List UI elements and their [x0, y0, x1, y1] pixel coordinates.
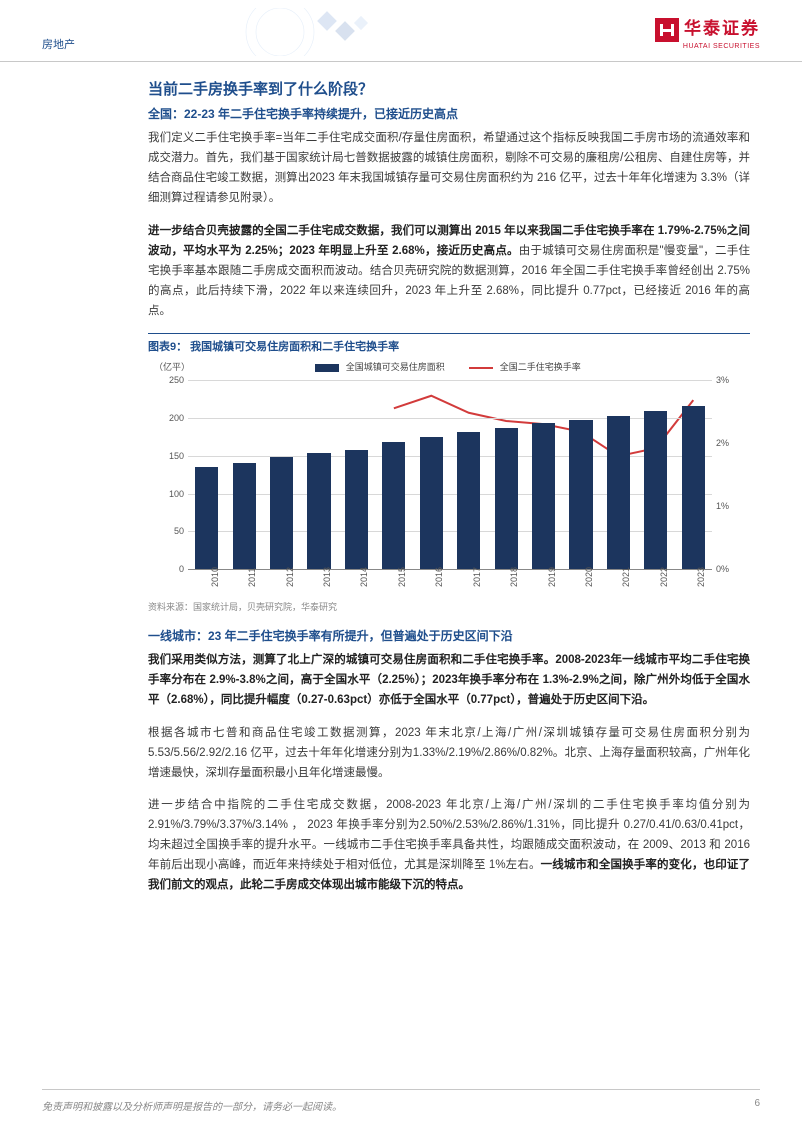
y-tick-left: 200: [160, 413, 184, 423]
x-tick: 2022: [659, 557, 669, 587]
gridline: [188, 380, 712, 381]
logo-text-cn: 华泰证券: [684, 19, 760, 38]
heading-sub-national: 全国：22-23 年二手住宅换手率持续提升，已接近历史高点: [148, 105, 750, 122]
bar: [270, 457, 293, 569]
x-tick: 2023: [696, 557, 706, 587]
bar: [195, 467, 218, 569]
x-tick: 2017: [472, 557, 482, 587]
bar: [682, 406, 705, 569]
heading-sub-tier1: 一线城市：23 年二手住宅换手率有所提升，但普遍处于历史区间下沿: [148, 627, 750, 644]
paragraph: 进一步结合贝壳披露的全国二手住宅成交数据，我们可以测算出 2015 年以来我国二…: [148, 221, 750, 322]
x-tick: 2012: [285, 557, 295, 587]
bar: [495, 428, 518, 569]
x-tick: 2016: [434, 557, 444, 587]
x-tick: 2018: [509, 557, 519, 587]
bar: [233, 463, 256, 569]
y-tick-right: 1%: [716, 501, 740, 511]
brand-logo: 华泰证券 HUATAI SECURITIES: [654, 14, 760, 50]
plot-area: 0501001502002500%1%2%3%20102011201220132…: [188, 380, 712, 570]
legend-swatch-line: [469, 367, 493, 369]
paragraph: 进一步结合中指院的二手住宅成交数据，2008-2023 年北京/上海/广州/深圳…: [148, 795, 750, 896]
x-tick: 2019: [547, 557, 557, 587]
paragraph: 我们定义二手住宅换手率=当年二手住宅成交面积/存量住房面积，希望通过这个指标反映…: [148, 128, 750, 209]
heading-main: 当前二手房换手率到了什么阶段？: [148, 78, 750, 99]
paragraph: 根据各城市七普和商品住宅竣工数据测算，2023 年末北京/上海/广州/深圳城镇存…: [148, 723, 750, 783]
y-tick-left: 50: [160, 526, 184, 536]
x-tick: 2013: [322, 557, 332, 587]
logo-text-en: HUATAI SECURITIES: [654, 43, 760, 50]
header-decor: [200, 8, 400, 56]
legend-label-bar: 全国城镇可交易住房面积: [346, 362, 445, 372]
y-tick-right: 3%: [716, 375, 740, 385]
main-content: 当前二手房换手率到了什么阶段？ 全国：22-23 年二手住宅换手率持续提升，已接…: [0, 62, 802, 896]
y-tick-left: 100: [160, 489, 184, 499]
x-tick: 2010: [210, 557, 220, 587]
x-tick: 2020: [584, 557, 594, 587]
logo-icon: [654, 17, 680, 43]
chart-title: 图表9： 我国城镇可交易住房面积和二手住宅换手率: [148, 333, 750, 354]
y-tick-left: 250: [160, 375, 184, 385]
page-number: 6: [754, 1098, 760, 1109]
y-tick-right: 2%: [716, 438, 740, 448]
chart-legend: 全国城镇可交易住房面积 全国二手住宅换手率: [148, 360, 748, 373]
gridline: [188, 418, 712, 419]
chart-area-turnover: （亿平） 全国城镇可交易住房面积 全国二手住宅换手率 0501001502002…: [148, 358, 748, 598]
bar: [569, 420, 592, 569]
line-series: [188, 380, 712, 569]
chart-source: 资料来源：国家统计局，贝壳研究院，华泰研究: [148, 600, 750, 613]
sector-label: 房地产: [42, 36, 75, 52]
paragraph: 我们采用类似方法，测算了北上广深的城镇可交易住房面积和二手住宅换手率。2008-…: [148, 650, 750, 710]
page-header: 房地产 华泰证券 HUATAI SECURITIES: [0, 0, 802, 62]
bar: [457, 432, 480, 569]
y-tick-left: 0: [160, 564, 184, 574]
bar: [532, 423, 555, 569]
x-tick: 2015: [397, 557, 407, 587]
gridline: [188, 531, 712, 532]
gridline: [188, 494, 712, 495]
x-tick: 2011: [247, 557, 257, 587]
legend-swatch-bar: [315, 364, 339, 372]
bar: [382, 442, 405, 569]
bold-text: 我们采用类似方法，测算了北上广深的城镇可交易住房面积和二手住宅换手率。2008-…: [148, 654, 750, 706]
bar: [420, 437, 443, 569]
disclaimer-text: 免责声明和披露以及分析师声明是报告的一部分，请务必一起阅读。: [42, 1102, 342, 1113]
x-tick: 2021: [621, 557, 631, 587]
bar: [644, 411, 667, 569]
bar: [307, 453, 330, 569]
bar: [607, 416, 630, 569]
legend-label-line: 全国二手住宅换手率: [500, 362, 581, 372]
x-tick: 2014: [359, 557, 369, 587]
y-tick-right: 0%: [716, 564, 740, 574]
y-tick-left: 150: [160, 451, 184, 461]
page-footer: 免责声明和披露以及分析师声明是报告的一部分，请务必一起阅读。 6: [42, 1089, 760, 1113]
bar: [345, 450, 368, 569]
gridline: [188, 456, 712, 457]
